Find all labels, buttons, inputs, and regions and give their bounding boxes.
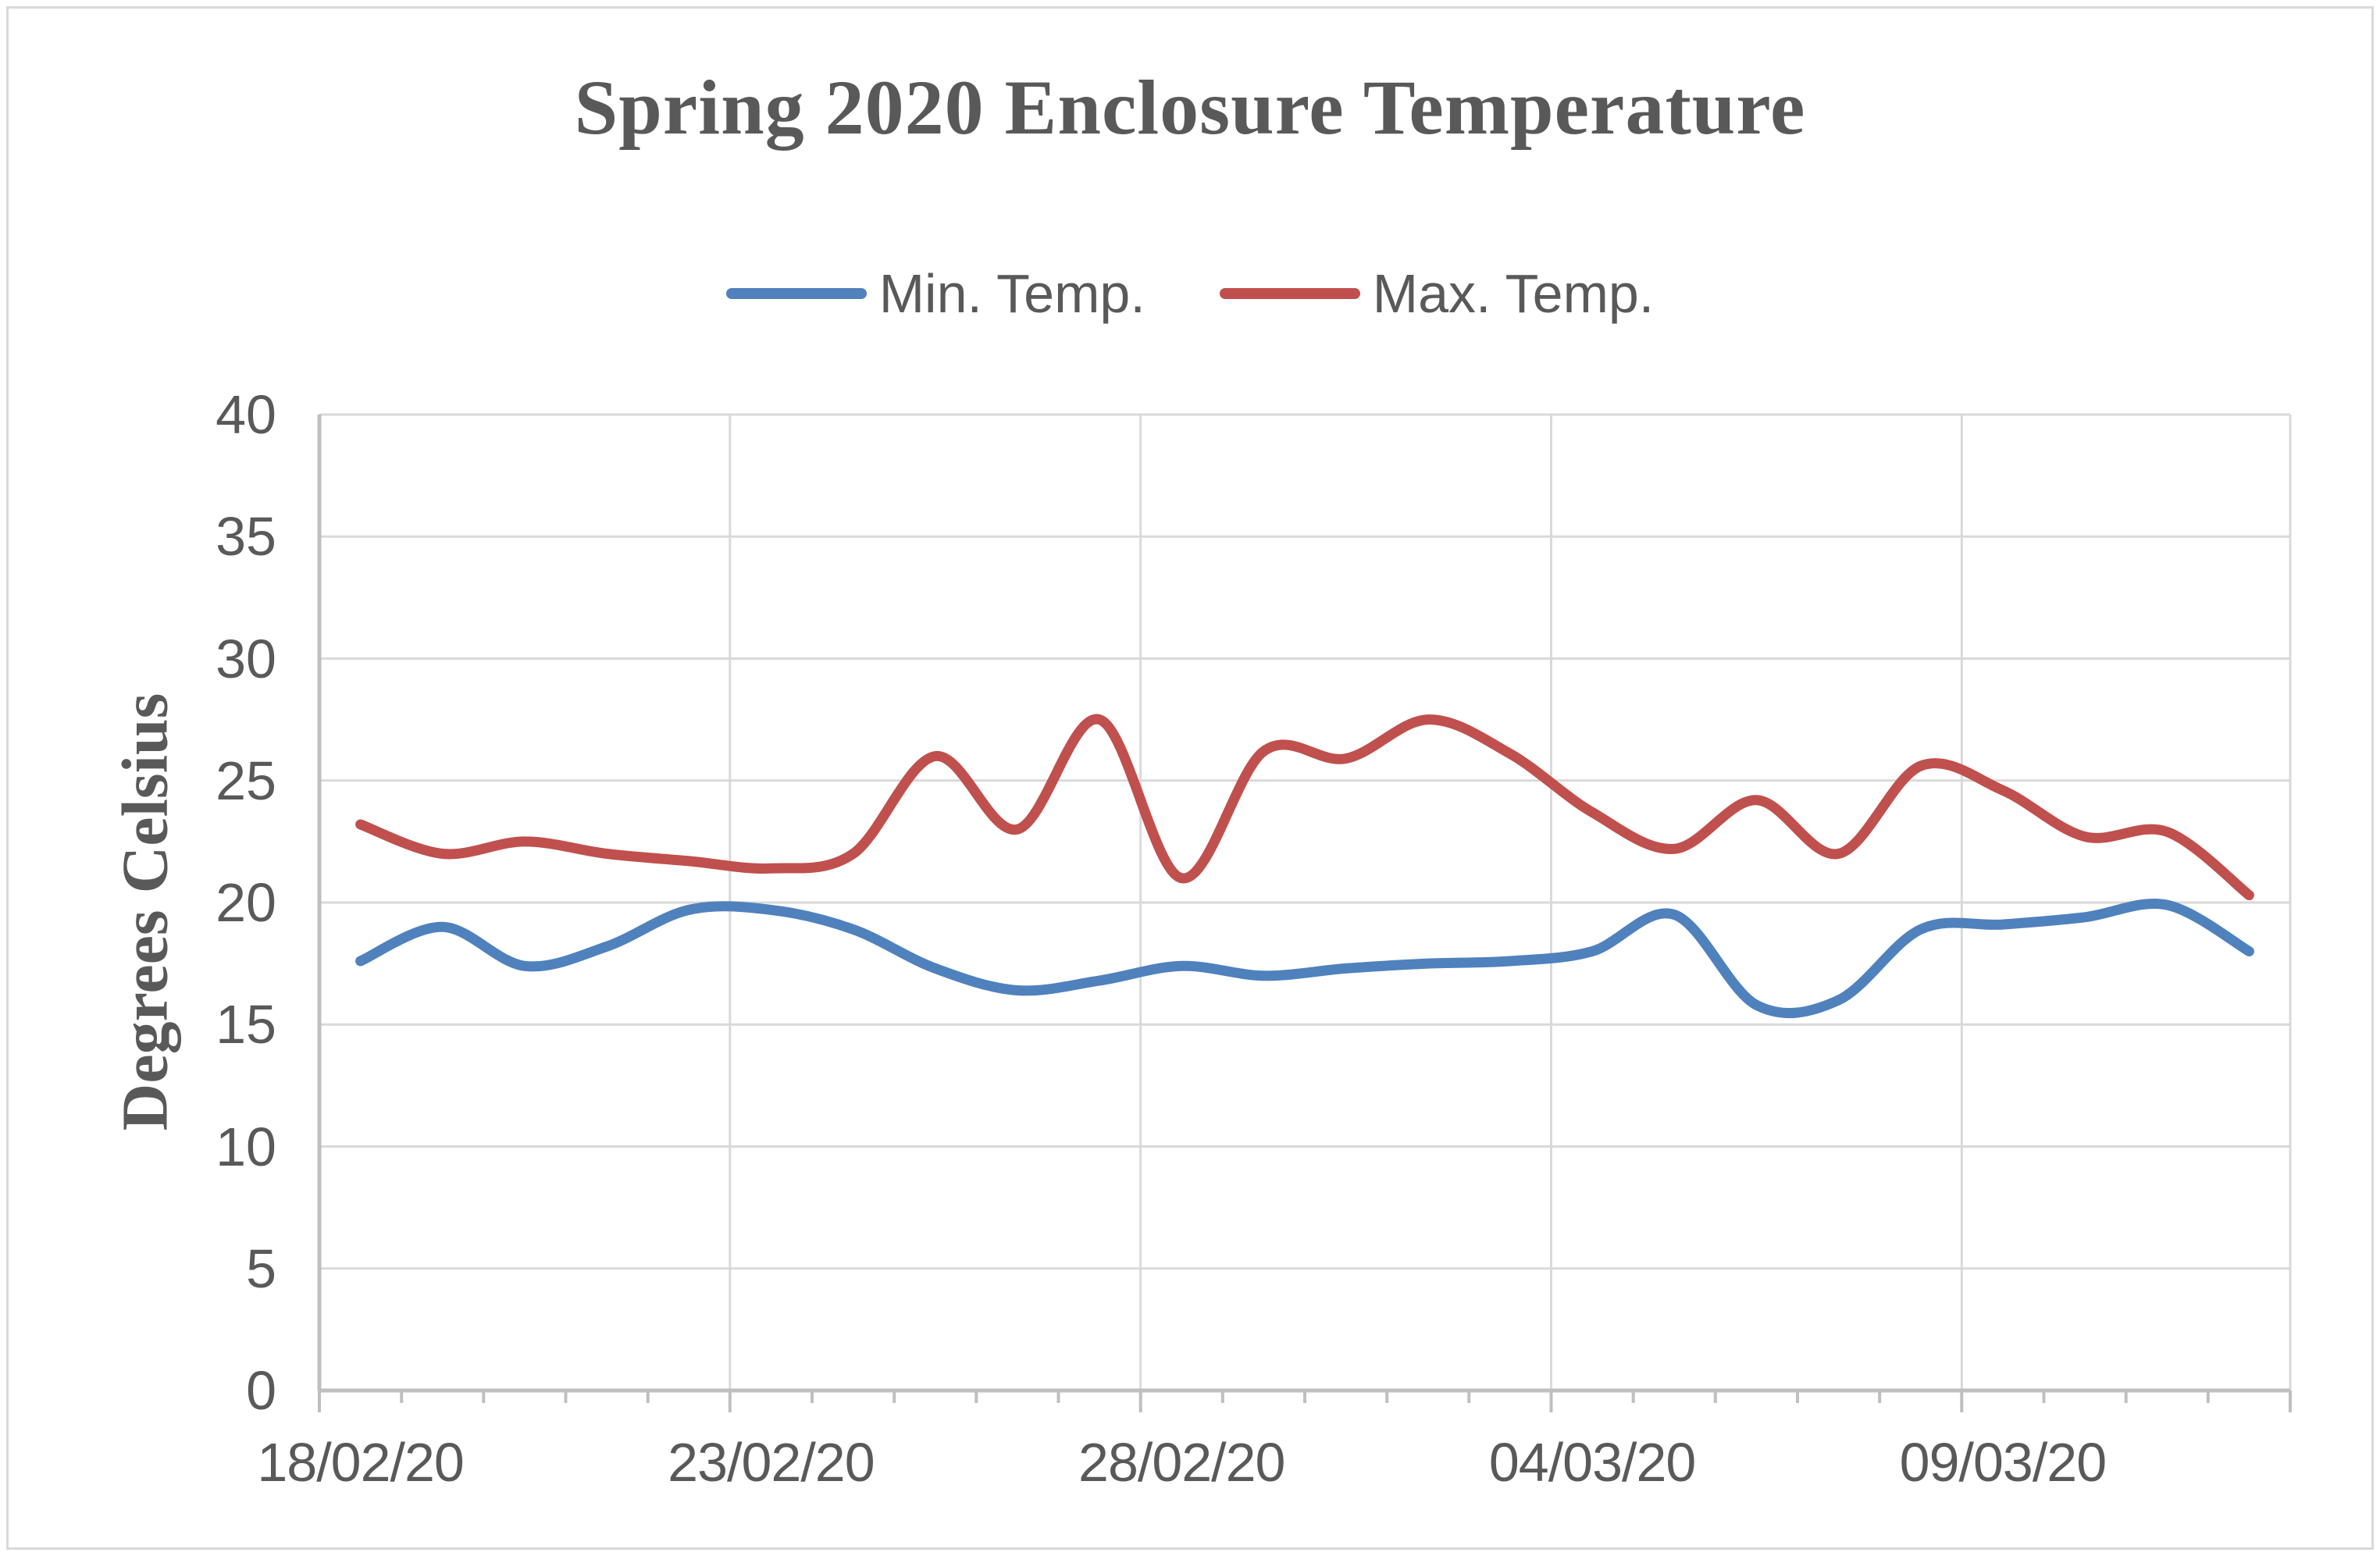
y-axis-tick-label: 30 bbox=[216, 628, 276, 689]
x-axis-tick-label: 04/03/20 bbox=[1488, 1432, 1696, 1493]
legend: Min. Temp. Max. Temp. bbox=[0, 262, 2380, 325]
x-axis-tick-label: 28/02/20 bbox=[1078, 1432, 1285, 1493]
y-axis-tick-label: 5 bbox=[246, 1237, 276, 1299]
y-axis-tick-label: 25 bbox=[216, 750, 276, 811]
legend-item-min-temp: Min. Temp. bbox=[725, 263, 1145, 324]
x-axis-tick-label: 23/02/20 bbox=[668, 1432, 875, 1493]
y-axis-tick-label: 35 bbox=[216, 506, 276, 568]
legend-item-max-temp: Max. Temp. bbox=[1219, 263, 1655, 324]
legend-swatch-min-temp-icon bbox=[725, 288, 867, 299]
y-axis-tick-label: 10 bbox=[216, 1116, 276, 1177]
max-temp-line bbox=[355, 714, 2254, 901]
legend-swatch-max-temp-icon bbox=[1219, 288, 1360, 299]
x-axis-tick-label: 09/03/20 bbox=[1899, 1432, 2107, 1493]
chart-title: Spring 2020 Enclosure Temperature bbox=[574, 64, 1806, 151]
chart-border bbox=[6, 6, 2374, 1550]
y-axis-tick-label: 0 bbox=[246, 1360, 276, 1421]
legend-label-max-temp: Max. Temp. bbox=[1372, 263, 1655, 324]
y-axis-tick-label: 20 bbox=[216, 872, 276, 933]
y-axis-tick-label: 40 bbox=[216, 384, 276, 445]
y-axis-tick-label: 15 bbox=[216, 994, 276, 1056]
min-temp-line bbox=[355, 898, 2254, 1019]
legend-label-min-temp: Min. Temp. bbox=[878, 263, 1145, 324]
x-axis-tick-label: 18/02/20 bbox=[257, 1432, 464, 1493]
